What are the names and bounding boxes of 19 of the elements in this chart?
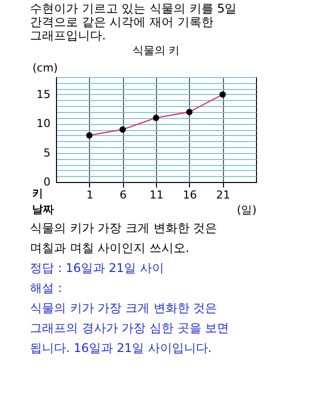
y-tick-label: 15 <box>36 88 50 101</box>
y-axis-title: (cm) <box>32 62 58 74</box>
x-tick-label: 11 <box>150 188 164 202</box>
chart-subtitle: 수현이가 기르고 있는 식물의 키를 5일 간격으로 같은 시각에 재어 기록한 그래프입니다. <box>30 2 237 42</box>
text: 해설 : <box>30 281 62 295</box>
y-tick-label: 0 <box>44 176 50 188</box>
x-tick-label: 1 <box>86 188 94 202</box>
text: 식물의 키가 가장 크게 변화한 것은 며칠과 며칠 사이인지 쓰시오. <box>30 221 218 255</box>
text: 정답 : 16일과 21일 사이 <box>30 261 164 275</box>
x-tick-label: 21 <box>216 188 230 202</box>
text: 키 <box>32 187 43 200</box>
x-tick-label: 6 <box>120 188 127 202</box>
x-axis-title: (일) <box>236 204 256 216</box>
chart-title: 식물의 키 <box>132 44 180 57</box>
y-tick-label: 5 <box>44 146 50 160</box>
x-tick-label: 16 <box>182 188 197 202</box>
text: 식물의 키가 가장 크게 변화한 것은 그래프의 경사가 가장 심한 곳을 보면 됩니다. 16일과 21일 사이입니다. <box>30 301 230 355</box>
text: 날짜 <box>32 203 54 216</box>
y-tick-label: 10 <box>36 117 50 130</box>
